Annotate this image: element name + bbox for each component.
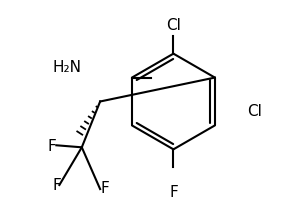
Text: F: F: [101, 180, 110, 195]
Text: F: F: [169, 184, 178, 199]
Text: Cl: Cl: [166, 18, 181, 33]
Text: H₂N: H₂N: [52, 60, 81, 75]
Text: Cl: Cl: [247, 104, 262, 119]
Text: F: F: [48, 138, 57, 153]
Text: F: F: [53, 178, 62, 193]
